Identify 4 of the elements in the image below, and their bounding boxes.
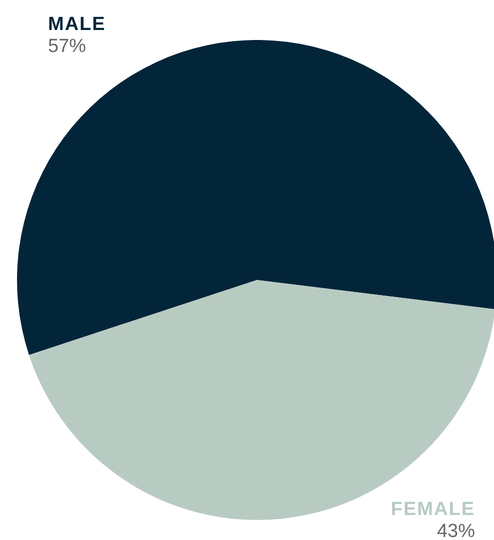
- slice-label: FEMALE: [390, 499, 475, 520]
- data-label: 57%: [48, 36, 86, 57]
- data-label: 43%: [436, 521, 476, 540]
- slice-label: MALE: [48, 14, 106, 35]
